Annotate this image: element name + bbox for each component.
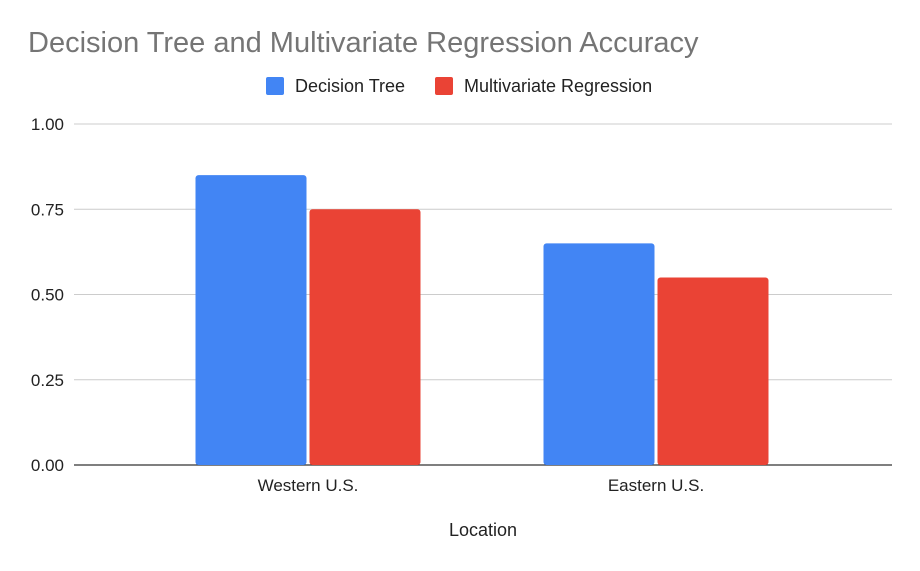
bar-decision-tree-western-u-s- <box>195 175 307 465</box>
y-tick-label-0.25: 0.25 <box>31 371 64 390</box>
legend-swatch-multivariate-regression <box>435 77 453 95</box>
bar-decision-tree-eastern-u-s- <box>543 243 655 465</box>
chart-title: Decision Tree and Multivariate Regressio… <box>28 27 699 59</box>
legend-swatch-decision-tree <box>266 77 284 95</box>
legend: Decision Tree Multivariate Regression <box>266 76 652 96</box>
x-tick-label-western-u-s-: Western U.S. <box>258 476 359 495</box>
bars <box>195 175 769 465</box>
y-tick-label-0.75: 0.75 <box>31 200 64 219</box>
x-tick-label-eastern-u-s-: Eastern U.S. <box>608 476 704 495</box>
y-tick-label-1.00: 1.00 <box>31 115 64 134</box>
bar-multivariate-regression-eastern-u-s- <box>657 277 769 465</box>
legend-label-multivariate-regression: Multivariate Regression <box>464 76 652 96</box>
legend-label-decision-tree: Decision Tree <box>295 76 405 96</box>
bar-multivariate-regression-western-u-s- <box>309 209 421 465</box>
x-axis-title: Location <box>449 520 517 540</box>
x-axis-ticks: Western U.S. Eastern U.S. <box>258 476 705 495</box>
y-tick-label-0.50: 0.50 <box>31 286 64 305</box>
y-axis-ticks: 0.00 0.25 0.50 0.75 1.00 <box>31 115 64 475</box>
y-tick-label-0.00: 0.00 <box>31 456 64 475</box>
